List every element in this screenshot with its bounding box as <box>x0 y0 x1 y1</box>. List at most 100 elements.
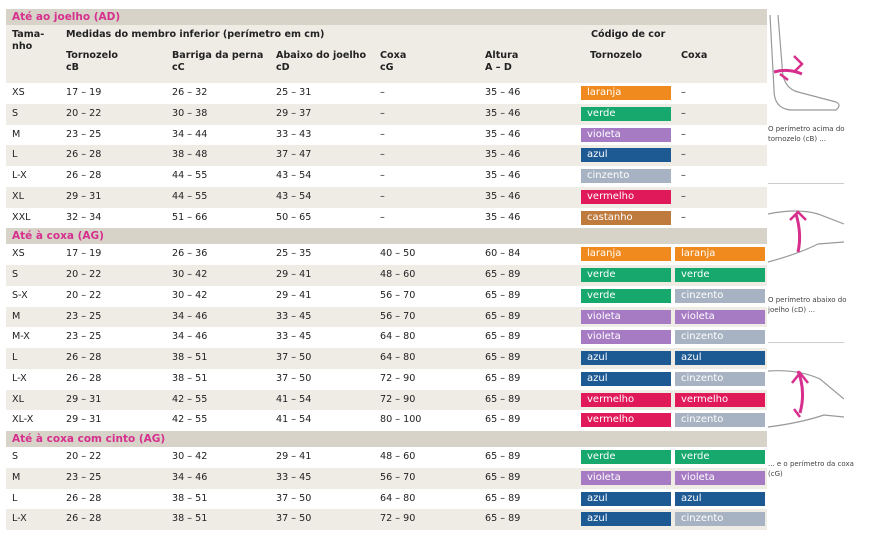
table-row: XL-X 29 – 31 42 – 55 41 – 54 80 – 100 65 – 89… <box>6 410 767 431</box>
cell-thigh: – <box>380 211 385 223</box>
table-row: S-X 20 – 22 30 – 42 29 – 41 56 – 70 65 – 89 ve… <box>6 285 767 307</box>
cell-calf: 42 – 55 <box>172 414 208 426</box>
cell-ankle: 20 – 22 <box>66 107 102 119</box>
cell-below-knee: 37 – 50 <box>276 352 312 363</box>
table-row: M-X 23 – 25 34 – 46 33 – 45 64 – 80 65 – 89 vi… <box>6 327 767 348</box>
size-chart-table: Até ao joelho (AD) Tama- nho Medidas do … <box>6 9 767 530</box>
color-swatch-thigh: cinzento <box>675 330 765 345</box>
header-measures: Medidas do membro inferior (perímetro em… <box>66 29 325 40</box>
cell-calf: 51 – 66 <box>172 211 208 223</box>
cell-ankle: 23 – 25 <box>66 471 102 483</box>
header-color-ankle: Tornozelo <box>590 50 642 61</box>
cell-calf: 34 – 44 <box>172 128 208 140</box>
section-body-thigh-belt: S 20 – 22 30 – 42 29 – 41 48 – 60 65 – 89 verd… <box>6 447 767 530</box>
cell-size: XXL <box>12 211 31 223</box>
color-swatch-ankle: azul <box>581 371 671 386</box>
cell-height: 65 – 89 <box>485 393 521 405</box>
cell-thigh: 64 – 80 <box>380 331 416 343</box>
table-row: XL 29 – 31 44 – 55 43 – 54–35 – 46 vermelho – <box>6 186 767 208</box>
table-row: S 20 – 22 30 – 42 29 – 41 48 – 60 65 – 89 verd… <box>6 447 767 468</box>
cell-thigh: – <box>380 128 385 140</box>
cell-thigh-color-none: – <box>681 170 686 181</box>
color-swatch-ankle: verde <box>581 450 671 464</box>
cell-ankle: 17 – 19 <box>66 248 102 260</box>
color-swatch-ankle: laranja <box>581 247 671 262</box>
cell-thigh: – <box>380 149 385 161</box>
cell-ankle: 32 – 34 <box>66 211 102 223</box>
cell-below-knee: 37 – 50 <box>276 513 312 525</box>
cell-thigh: 72 – 90 <box>380 513 416 525</box>
color-swatch-thigh: laranja <box>675 247 765 262</box>
table-row: L 26 – 28 38 – 48 37 – 47–35 – 46 azul – <box>6 145 767 166</box>
cell-size: XL <box>12 393 24 405</box>
cell-thigh: 56 – 70 <box>380 310 416 322</box>
table-row: L-X 26 – 28 44 – 55 43 – 54 – 35 – 46 cinzento… <box>6 166 767 187</box>
cell-height: 35 – 46 <box>485 87 521 98</box>
cell-size: XL <box>12 190 24 202</box>
color-swatch-ankle: laranja <box>581 86 671 100</box>
cell-height: 65 – 89 <box>485 414 521 426</box>
cell-below-knee: 29 – 37 <box>276 107 312 119</box>
caption-ankle: O perímetro acima do tornozelo (cB) ... <box>768 125 845 143</box>
color-swatch-ankle: cinzento <box>581 169 671 183</box>
cell-thigh: 64 – 80 <box>380 492 416 504</box>
section-title-knee: Até ao joelho (AD) <box>6 9 767 25</box>
cell-calf: 30 – 38 <box>172 107 208 119</box>
cell-ankle: 20 – 22 <box>66 269 102 280</box>
color-swatch-thigh: verde <box>675 268 765 282</box>
color-swatch-thigh: verde <box>675 450 765 464</box>
cell-thigh: 72 – 90 <box>380 393 416 405</box>
cell-height: 65 – 89 <box>485 451 521 462</box>
header-calf: Barriga da perna cC <box>172 50 264 73</box>
cell-thigh: 48 – 60 <box>380 269 416 280</box>
color-swatch-ankle: vermelho <box>581 189 671 204</box>
cell-calf: 30 – 42 <box>172 269 208 280</box>
color-swatch-thigh: azul <box>675 351 765 365</box>
header-color-thigh: Coxa <box>681 50 708 61</box>
cell-below-knee: 25 – 31 <box>276 87 312 98</box>
cell-ankle: 23 – 25 <box>66 331 102 343</box>
color-swatch-ankle: azul <box>581 512 671 527</box>
cell-thigh: – <box>380 190 385 202</box>
section-title-thigh: Até à coxa (AG) <box>6 228 767 245</box>
cell-size: L <box>12 149 18 161</box>
color-swatch-ankle: azul <box>581 148 671 163</box>
cell-ankle: 29 – 31 <box>66 414 102 426</box>
cell-height: 65 – 89 <box>485 331 521 343</box>
cell-calf: 34 – 46 <box>172 331 208 343</box>
color-swatch-thigh: cinzento <box>675 512 765 527</box>
cell-ankle: 26 – 28 <box>66 372 102 384</box>
cell-thigh-color-none: – <box>681 211 686 223</box>
cell-below-knee: 41 – 54 <box>276 414 312 426</box>
cell-below-knee: 43 – 54 <box>276 170 312 181</box>
cell-size: S-X <box>12 289 28 301</box>
knee-measure-icon <box>767 183 845 284</box>
cell-below-knee: 50 – 65 <box>276 211 312 223</box>
section-body-knee: XS 17 – 19 26 – 32 25 – 31–35 – 46 laranja – S… <box>6 83 767 229</box>
color-swatch-ankle: violeta <box>581 127 671 142</box>
cell-ankle: 20 – 22 <box>66 451 102 462</box>
table-row: L-X 26 – 28 38 – 51 37 – 50 72 – 90 65 – 89 az… <box>6 509 767 530</box>
cell-height: 65 – 89 <box>485 372 521 384</box>
color-swatch-thigh: cinzento <box>675 371 765 386</box>
cell-below-knee: 43 – 54 <box>276 190 312 202</box>
cell-ankle: 26 – 28 <box>66 170 102 181</box>
table-header: Tama- nho Medidas do membro inferior (pe… <box>6 25 767 83</box>
color-swatch-ankle: violeta <box>581 330 671 345</box>
color-swatch-ankle: violeta <box>581 309 671 324</box>
cell-ankle: 26 – 28 <box>66 149 102 161</box>
section-title-thigh-belt: Até à coxa com cinto (AG) <box>6 431 767 447</box>
cell-below-knee: 37 – 47 <box>276 149 312 161</box>
color-swatch-thigh: azul <box>675 491 765 506</box>
color-swatch-thigh: cinzento <box>675 288 765 303</box>
header-color-code: Código de cor <box>591 29 666 40</box>
cell-thigh: 56 – 70 <box>380 289 416 301</box>
header-thigh: Coxa cG <box>380 50 407 73</box>
cell-below-knee: 29 – 41 <box>276 451 312 462</box>
cell-ankle: 26 – 28 <box>66 352 102 363</box>
color-swatch-ankle: vermelho <box>581 392 671 407</box>
cell-height: 35 – 46 <box>485 149 521 161</box>
cell-below-knee: 37 – 50 <box>276 372 312 384</box>
cell-calf: 34 – 46 <box>172 471 208 483</box>
cell-calf: 44 – 55 <box>172 190 208 202</box>
